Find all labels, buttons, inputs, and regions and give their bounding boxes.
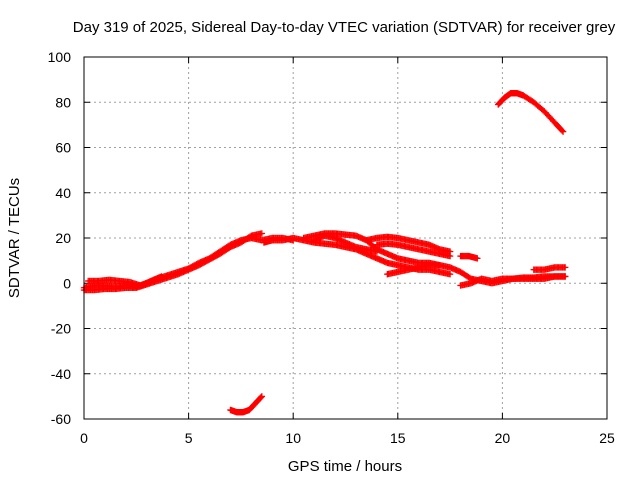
data-point xyxy=(559,128,567,135)
series-arc-late-low-b xyxy=(457,273,569,289)
data-point xyxy=(258,230,266,237)
y-tick-label: -40 xyxy=(51,366,71,382)
y-tick-label: -20 xyxy=(51,321,71,337)
x-tick-label: 20 xyxy=(495,430,511,446)
series-arc-late-short-a xyxy=(457,252,481,262)
data-point xyxy=(474,255,481,262)
series-arc-negative xyxy=(227,393,266,416)
x-tick-label: 25 xyxy=(599,430,615,446)
y-axis-label: SDTVAR / TECUs xyxy=(6,178,23,298)
grid xyxy=(84,57,607,419)
data-point xyxy=(257,394,265,401)
series-arc-late-short-b xyxy=(530,264,569,273)
y-tick-label: 60 xyxy=(55,140,71,156)
data-point xyxy=(558,127,566,134)
plot-frame xyxy=(83,56,608,420)
chart-title: Day 319 of 2025, Sidereal Day-to-day VTE… xyxy=(73,19,616,36)
y-tick-label: 20 xyxy=(55,230,71,246)
y-tick-label: -60 xyxy=(51,411,71,427)
data-point xyxy=(561,273,569,280)
x-tick-label: 0 xyxy=(80,430,88,446)
series-arc-mid-c xyxy=(310,232,381,255)
data-point xyxy=(258,393,266,400)
data-point xyxy=(158,273,165,280)
y-tick-label: 0 xyxy=(63,275,71,291)
series-arc-mid-d xyxy=(363,233,454,255)
y-tick-label: 80 xyxy=(55,94,71,110)
y-tick-label: 100 xyxy=(48,49,72,65)
data-point xyxy=(561,264,569,271)
data-point xyxy=(446,271,454,278)
series-arc-main-low-c xyxy=(84,273,165,289)
x-axis-label: GPS time / hours xyxy=(288,458,402,475)
x-tick-label: 5 xyxy=(185,430,193,446)
x-tick-label: 10 xyxy=(285,430,301,446)
x-tick-label: 15 xyxy=(390,430,406,446)
data-point xyxy=(373,248,381,255)
ticks: 0 5 10 15 20 25 -60 -40 -20 0 20 40 60 80 100 xyxy=(48,49,615,446)
series-arc-mid-e xyxy=(373,240,454,260)
data-point xyxy=(446,252,454,260)
data-points xyxy=(80,90,569,416)
series-arc-high xyxy=(495,90,567,135)
y-tick-label: 40 xyxy=(55,185,71,201)
